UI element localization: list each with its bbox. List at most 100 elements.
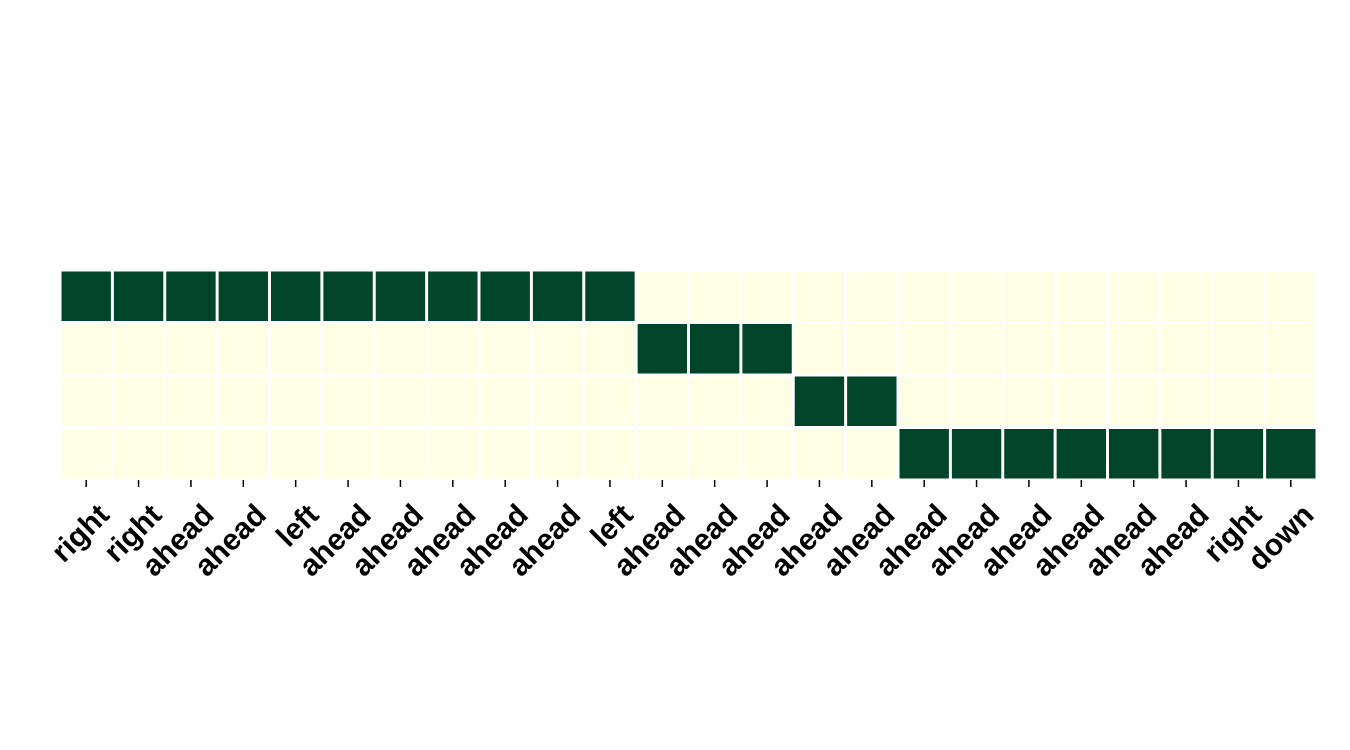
heatmap-cell-r0-c20 <box>1109 271 1159 321</box>
heatmap-cell-r0-c22 <box>1213 271 1264 321</box>
heatmap-cell-r3-c4 <box>271 429 321 479</box>
heatmap-cell-r1-c11 <box>637 324 688 374</box>
heatmap-cell-r3-c20 <box>1109 429 1159 479</box>
heatmap-cell-r2-c0 <box>61 376 111 426</box>
heatmap-cell-r0-c8 <box>480 271 530 321</box>
heatmap-cell-r3-c9 <box>532 429 583 479</box>
heatmap-cell-r0-c7 <box>428 271 478 321</box>
heatmap-cell-r1-c8 <box>480 324 530 374</box>
heatmap-cell-r2-c4 <box>271 376 321 426</box>
heatmap-cell-r0-c12 <box>690 271 740 321</box>
heatmap-cell-r2-c10 <box>585 376 635 426</box>
heatmap-cell-r0-c21 <box>1161 271 1211 321</box>
heatmap-cell-r2-c17 <box>951 376 1002 426</box>
heatmap-cell-r1-c3 <box>218 324 269 374</box>
heatmap-cell-r3-c7 <box>428 429 478 479</box>
heatmap-cell-r0-c15 <box>847 271 897 321</box>
heatmap-cell-r2-c7 <box>428 376 478 426</box>
heatmap-cell-r1-c19 <box>1056 324 1107 374</box>
x-axis-tick-labels: rightrightaheadaheadleftaheadaheadaheada… <box>45 498 1320 583</box>
heatmap-cell-r1-c13 <box>742 324 792 374</box>
heatmap-cell-r2-c16 <box>899 376 949 426</box>
heatmap-cell-r0-c16 <box>899 271 949 321</box>
heatmap-cell-r3-c11 <box>637 429 688 479</box>
heatmap-cell-r0-c10 <box>585 271 635 321</box>
heatmap-cell-r0-c14 <box>794 271 845 321</box>
heatmap-cell-r1-c15 <box>847 324 897 374</box>
heatmap-cell-r0-c3 <box>218 271 269 321</box>
heatmap-cell-r0-c4 <box>271 271 321 321</box>
heatmap-cell-r2-c6 <box>375 376 426 426</box>
heatmap-cell-r3-c15 <box>847 429 897 479</box>
heatmap-cell-r2-c3 <box>218 376 269 426</box>
heatmap-cell-r0-c0 <box>61 271 111 321</box>
heatmap-cell-r2-c9 <box>532 376 583 426</box>
heatmap-cell-r2-c20 <box>1109 376 1159 426</box>
heatmap-cell-r1-c10 <box>585 324 635 374</box>
heatmap-cell-r0-c11 <box>637 271 688 321</box>
heatmap-cell-r0-c6 <box>375 271 426 321</box>
heatmap-cell-r0-c18 <box>1004 271 1054 321</box>
heatmap-cell-r3-c16 <box>899 429 949 479</box>
heatmap-cell-r1-c12 <box>690 324 740 374</box>
heatmap-cell-r0-c17 <box>951 271 1002 321</box>
heatmap-cell-r3-c5 <box>323 429 373 479</box>
heatmap-cell-r1-c16 <box>899 324 949 374</box>
heatmap-cell-r0-c13 <box>742 271 792 321</box>
heatmap-cell-r2-c15 <box>847 376 897 426</box>
heatmap-cell-r3-c23 <box>1266 429 1316 479</box>
heatmap-cell-r3-c1 <box>113 429 164 479</box>
heatmap-cell-r2-c8 <box>480 376 530 426</box>
heatmap-cell-r3-c10 <box>585 429 635 479</box>
heatmap-cell-r2-c12 <box>690 376 740 426</box>
heatmap-cell-r1-c22 <box>1213 324 1264 374</box>
heatmap-cell-r1-c2 <box>166 324 216 374</box>
heatmap-cell-r2-c5 <box>323 376 373 426</box>
x-tick-label: right <box>45 498 115 568</box>
heatmap-cell-r1-c6 <box>375 324 426 374</box>
heatmap-cell-r0-c2 <box>166 271 216 321</box>
heatmap-cells <box>61 271 1316 479</box>
heatmap-cell-r0-c9 <box>532 271 583 321</box>
x-axis-ticks <box>85 480 1292 487</box>
heatmap-cell-r3-c17 <box>951 429 1002 479</box>
heatmap-cell-r3-c2 <box>166 429 216 479</box>
heatmap-cell-r3-c3 <box>218 429 269 479</box>
heatmap-cell-r1-c14 <box>794 324 845 374</box>
heatmap-cell-r2-c22 <box>1213 376 1264 426</box>
heatmap-cell-r2-c11 <box>637 376 688 426</box>
heatmap-cell-r0-c5 <box>323 271 373 321</box>
heatmap-cell-r1-c17 <box>951 324 1002 374</box>
heatmap-cell-r2-c18 <box>1004 376 1054 426</box>
heatmap-cell-r1-c23 <box>1266 324 1316 374</box>
heatmap-cell-r3-c14 <box>794 429 845 479</box>
heatmap-cell-r3-c22 <box>1213 429 1264 479</box>
heatmap-cell-r1-c21 <box>1161 324 1211 374</box>
heatmap-cell-r3-c21 <box>1161 429 1211 479</box>
heatmap-cell-r3-c12 <box>690 429 740 479</box>
heatmap-cell-r0-c1 <box>113 271 164 321</box>
heatmap-cell-r3-c8 <box>480 429 530 479</box>
heatmap-cell-r1-c7 <box>428 324 478 374</box>
heatmap-cell-r1-c1 <box>113 324 164 374</box>
heatmap-cell-r1-c4 <box>271 324 321 374</box>
heatmap-cell-r1-c0 <box>61 324 111 374</box>
heatmap-cell-r0-c23 <box>1266 271 1316 321</box>
heatmap-cell-r2-c21 <box>1161 376 1211 426</box>
heatmap-cell-r3-c0 <box>61 429 111 479</box>
heatmap-cell-r1-c5 <box>323 324 373 374</box>
heatmap-cell-r3-c6 <box>375 429 426 479</box>
heatmap-cell-r2-c14 <box>794 376 845 426</box>
heatmap-cell-r1-c18 <box>1004 324 1054 374</box>
heatmap-cell-r3-c19 <box>1056 429 1107 479</box>
heatmap-cell-r2-c23 <box>1266 376 1316 426</box>
heatmap-cell-r2-c1 <box>113 376 164 426</box>
heatmap-cell-r1-c9 <box>532 324 583 374</box>
heatmap-cell-r2-c13 <box>742 376 792 426</box>
heatmap-cell-r1-c20 <box>1109 324 1159 374</box>
heatmap-cell-r0-c19 <box>1056 271 1107 321</box>
heatmap-cell-r3-c13 <box>742 429 792 479</box>
heatmap-cell-r3-c18 <box>1004 429 1054 479</box>
heatmap-cell-r2-c19 <box>1056 376 1107 426</box>
